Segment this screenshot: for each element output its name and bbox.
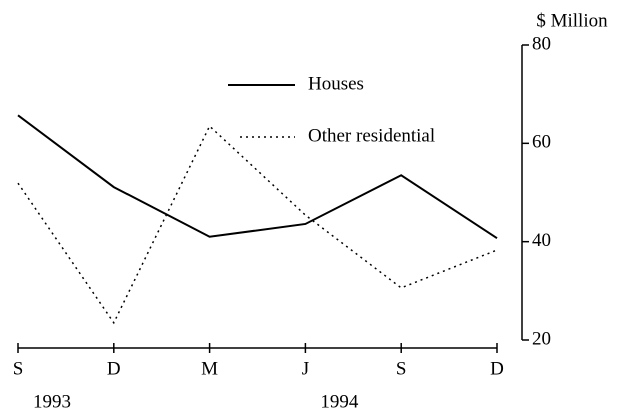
year-label: 1993: [33, 391, 71, 412]
x-tick-label: D: [107, 358, 121, 379]
x-tick-label: S: [13, 358, 24, 379]
y-axis-label: $ Million: [536, 10, 608, 31]
x-tick-label: J: [302, 358, 309, 379]
x-tick-label: M: [201, 358, 218, 379]
x-tick-label: D: [490, 358, 504, 379]
series-line: [17, 114, 498, 240]
y-tick-label: 40: [532, 230, 551, 251]
y-tick-label: 80: [532, 33, 551, 54]
year-label: 1994: [320, 391, 359, 412]
legend-label: Other residential: [308, 125, 435, 146]
y-tick-label: 20: [532, 328, 551, 349]
legend-label: Houses: [308, 73, 364, 94]
y-tick-label: 60: [532, 132, 551, 153]
x-tick-label: S: [396, 358, 407, 379]
